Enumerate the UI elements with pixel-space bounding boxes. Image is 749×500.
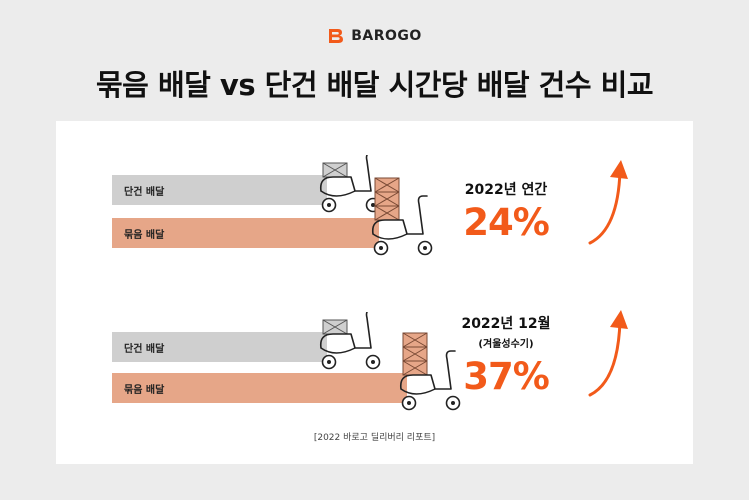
delivery-box-icon <box>322 162 348 178</box>
brand-logo: BAROGO <box>0 28 749 44</box>
delivery-box-icon <box>402 346 428 362</box>
source-note: [2022 바로고 딜리버리 리포트] <box>313 433 436 443</box>
delivery-box-icon <box>402 332 428 348</box>
period-label-annual: 2022년 연간 <box>464 182 548 198</box>
bar-label-bundle: 묶음 배달 <box>124 229 165 241</box>
delivery-box-icon <box>374 205 400 221</box>
delivery-box-icon <box>402 360 428 376</box>
delivery-box-icon <box>374 191 400 207</box>
bar-bundle-delivery-annual: 묶음 배달 <box>112 218 379 248</box>
page-title: 묶음 배달 vs 단건 배달 시간당 배달 건수 비교 <box>96 68 654 102</box>
period-note-december: (겨울성수기) <box>478 339 534 350</box>
delivery-box-icon <box>322 319 348 335</box>
chart-card: 단건 배달 묶음 배달 2022년 연간 24% 단건 배달 묶음 배달 202… <box>56 121 693 464</box>
bar-label-single: 단건 배달 <box>124 186 165 198</box>
scooter-icon <box>319 312 381 370</box>
increase-value-december: 37% <box>463 355 550 398</box>
delivery-box-icon <box>374 177 400 193</box>
bar-bundle-delivery-december: 묶음 배달 <box>112 373 407 403</box>
barogo-logo-icon <box>329 29 344 43</box>
bar-single-delivery-december: 단건 배달 <box>112 332 327 362</box>
scooter-icon <box>371 177 432 256</box>
period-label-december: 2022년 12월 <box>461 316 551 332</box>
bar-label-single: 단건 배달 <box>124 343 165 355</box>
up-arrow-icon <box>588 160 628 245</box>
brand-name: BAROGO <box>351 28 422 44</box>
increase-value-annual: 24% <box>463 201 550 244</box>
scooter-icon <box>399 332 460 411</box>
bar-label-bundle: 묶음 배달 <box>124 384 165 396</box>
up-arrow-icon <box>588 310 628 397</box>
bar-single-delivery-annual: 단건 배달 <box>112 175 327 205</box>
